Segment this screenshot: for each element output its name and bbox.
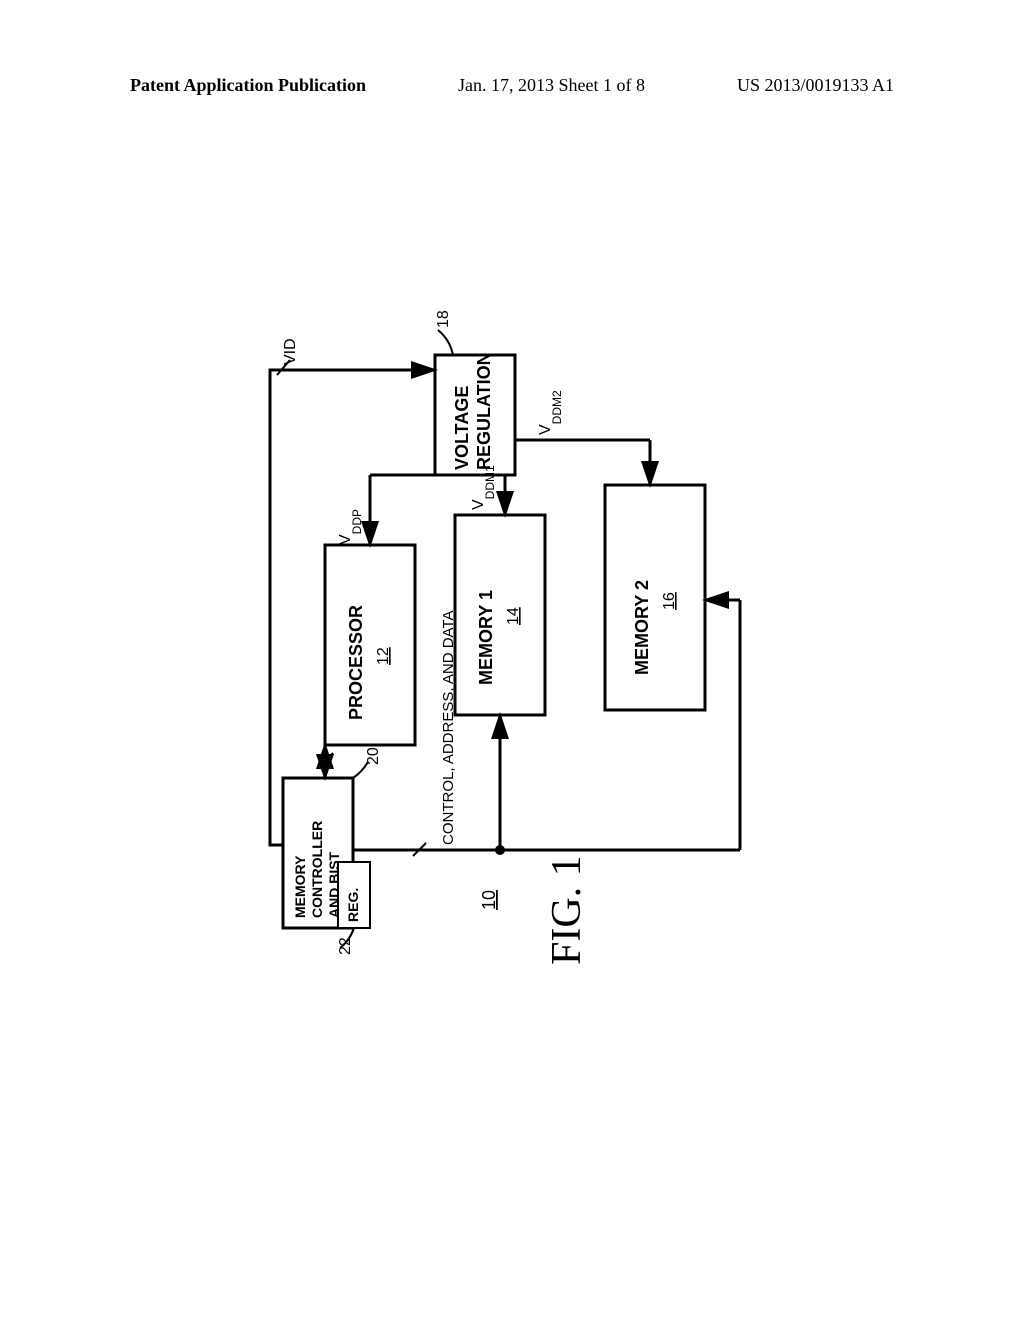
ref-10: 10 (479, 890, 499, 910)
ref-22: 22 (337, 937, 354, 955)
reg-label: REG. (345, 888, 361, 922)
bus-label: CONTROL, ADDRESS, AND DATA (440, 611, 457, 846)
vddm2-label: VDDM2 (537, 390, 564, 435)
header-center: Jan. 17, 2013 Sheet 1 of 8 (458, 75, 645, 96)
ref-12: 12 (375, 647, 392, 665)
voltage-regulation-label1: VOLTAGE (452, 386, 472, 470)
ref-16: 16 (661, 592, 678, 610)
memory2-label: MEMORY 2 (632, 580, 652, 675)
processor-label: PROCESSOR (346, 605, 366, 720)
block-diagram: VOLTAGE REGULATION 18 PROCESSOR 12 MEMOR… (250, 300, 770, 980)
header-left: Patent Application Publication (130, 75, 366, 96)
ref-18: 18 (435, 310, 452, 328)
diagram-svg: VOLTAGE REGULATION 18 PROCESSOR 12 MEMOR… (250, 300, 770, 980)
processor-box (325, 545, 415, 745)
memory1-label: MEMORY 1 (476, 590, 496, 685)
ref-20: 20 (365, 747, 382, 765)
vddp-label: VDDP (337, 509, 364, 545)
ref-14: 14 (505, 607, 522, 625)
header-right: US 2013/0019133 A1 (737, 75, 894, 96)
vid-label: VID (282, 338, 299, 365)
mcbist-label2: CONTROLLER (309, 821, 325, 918)
mcbist-label1: MEMORY (292, 855, 308, 918)
memory2-box (605, 485, 705, 710)
voltage-regulation-label2: REGULATION (474, 352, 494, 470)
figure-label: FIG. 1 (544, 855, 590, 965)
memory1-box (455, 515, 545, 715)
page-header: Patent Application Publication Jan. 17, … (0, 75, 1024, 96)
